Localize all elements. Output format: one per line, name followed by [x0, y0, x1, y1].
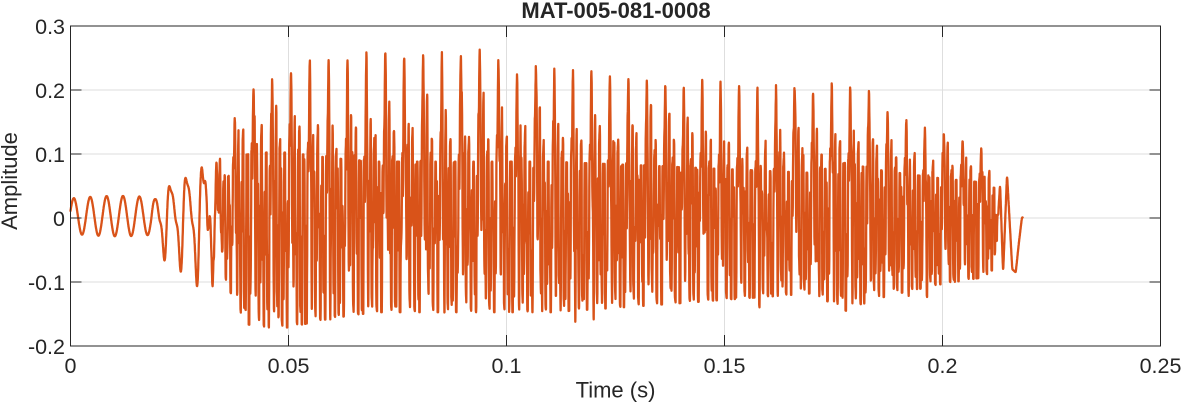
svg-text:0.25: 0.25: [1140, 354, 1182, 378]
svg-text:0: 0: [65, 354, 77, 378]
svg-text:-0.1: -0.1: [28, 271, 65, 295]
svg-text:Time (s): Time (s): [576, 378, 656, 403]
svg-text:0.3: 0.3: [35, 15, 65, 39]
svg-text:0.15: 0.15: [704, 354, 746, 378]
svg-text:0.1: 0.1: [35, 143, 65, 167]
svg-text:MAT-005-081-0008: MAT-005-081-0008: [521, 0, 710, 23]
svg-text:0.1: 0.1: [492, 354, 522, 378]
svg-text:0.2: 0.2: [928, 354, 958, 378]
svg-text:Amplitude: Amplitude: [0, 132, 22, 230]
svg-text:0: 0: [53, 207, 65, 231]
svg-text:-0.2: -0.2: [28, 335, 65, 359]
svg-text:0.2: 0.2: [35, 79, 65, 103]
svg-text:0.05: 0.05: [268, 354, 310, 378]
